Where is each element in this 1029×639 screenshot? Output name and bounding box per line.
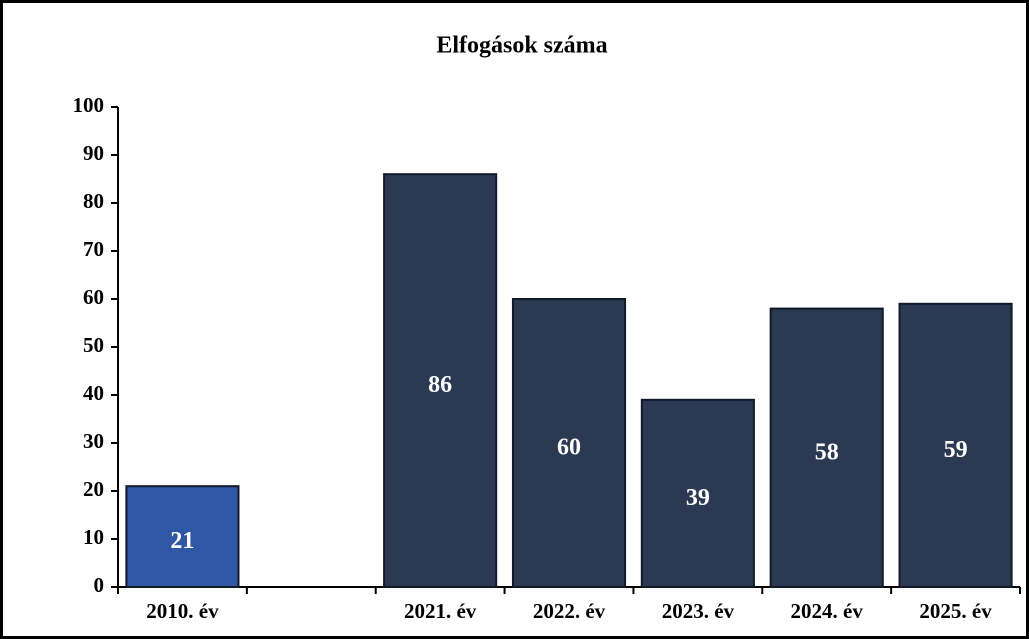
x-tick-label: 2023. év bbox=[662, 599, 735, 623]
y-tick-label: 70 bbox=[83, 237, 104, 261]
y-tick-label: 30 bbox=[83, 429, 104, 453]
chart-title: Elfogások száma bbox=[436, 33, 607, 59]
y-tick-label: 0 bbox=[94, 573, 105, 597]
value-label: 86 bbox=[428, 372, 452, 398]
y-tick-label: 50 bbox=[83, 333, 104, 357]
x-tick-label: 2025. év bbox=[919, 599, 992, 623]
value-label: 39 bbox=[686, 485, 710, 511]
bar bbox=[511, 298, 627, 588]
y-tick-label: 20 bbox=[83, 477, 104, 501]
x-tick-label: 2010. év bbox=[146, 599, 219, 623]
x-tick-label: 2021. év bbox=[404, 599, 477, 623]
value-label: 21 bbox=[170, 528, 194, 554]
y-tick-label: 80 bbox=[83, 189, 104, 213]
y-tick-label: 40 bbox=[83, 381, 104, 405]
x-tick-label: 2024. év bbox=[791, 599, 864, 623]
bar bbox=[769, 307, 884, 588]
bar bbox=[125, 485, 240, 589]
bar bbox=[383, 173, 498, 588]
bar bbox=[898, 302, 1013, 588]
y-tick-label: 100 bbox=[73, 93, 105, 117]
bar bbox=[640, 398, 755, 588]
y-tick-label: 10 bbox=[83, 525, 104, 549]
y-tick-label: 60 bbox=[83, 285, 104, 309]
value-label: 58 bbox=[815, 439, 839, 465]
y-tick-label: 90 bbox=[83, 141, 104, 165]
value-label: 60 bbox=[557, 435, 581, 461]
value-label: 59 bbox=[944, 437, 968, 463]
x-tick-label: 2022. év bbox=[533, 599, 606, 623]
